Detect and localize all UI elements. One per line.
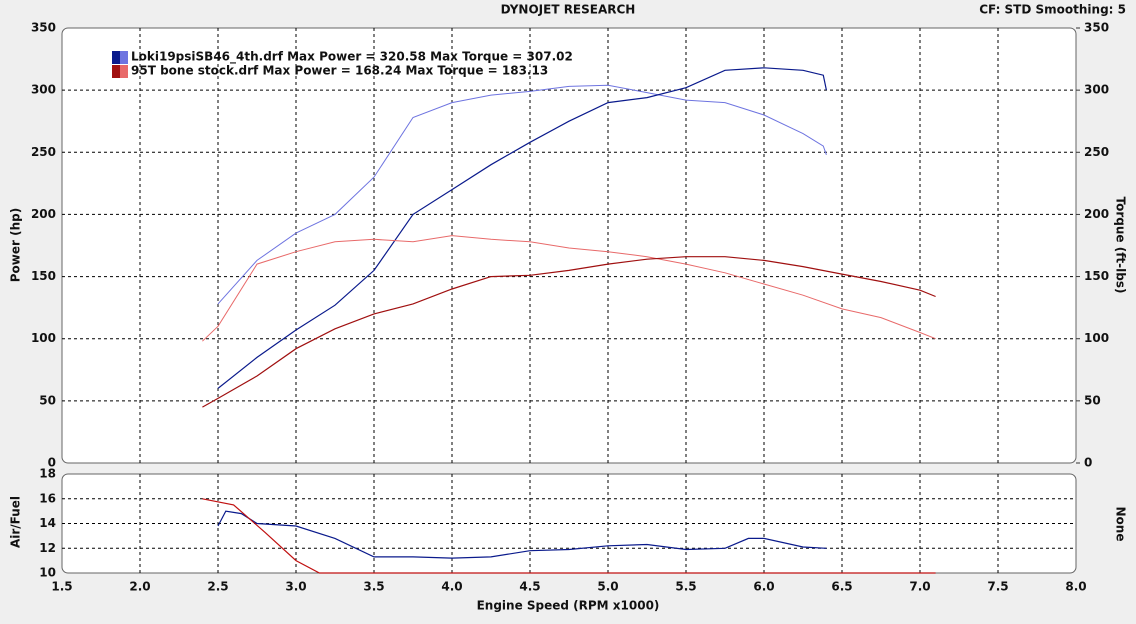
legend-label: 95T bone stock.drf Max Power = 168.24 Ma… bbox=[131, 64, 548, 78]
y-tick-label: 100 bbox=[31, 331, 56, 345]
y2-tick-label: 200 bbox=[1084, 207, 1109, 221]
x-tick-label: 7.0 bbox=[909, 580, 930, 594]
y-tick-label: 50 bbox=[39, 393, 56, 407]
legend-swatch bbox=[112, 51, 120, 64]
x-tick-label: 2.5 bbox=[207, 580, 228, 594]
afr-axis-label: Air/Fuel bbox=[9, 496, 23, 548]
line bbox=[217, 67, 827, 389]
x-tick-label: 8.0 bbox=[1065, 580, 1086, 594]
line bbox=[217, 84, 827, 305]
y-tick-label: 150 bbox=[31, 269, 56, 283]
y-axis-label: Power (hp) bbox=[9, 208, 23, 282]
y-tick-label: 14 bbox=[39, 516, 56, 530]
y2-axis-label: Torque (ft-lbs) bbox=[1114, 197, 1128, 294]
x-tick-label: 2.0 bbox=[129, 580, 150, 594]
power-panel bbox=[61, 27, 1077, 464]
y-tick-label: 250 bbox=[31, 145, 56, 159]
y-tick-label: 0 bbox=[48, 456, 56, 470]
subtitle: CF: STD Smoothing: 5 bbox=[979, 3, 1126, 17]
legend-swatch bbox=[120, 65, 128, 78]
x-tick-label: 6.0 bbox=[753, 580, 774, 594]
y-tick-label: 10 bbox=[39, 566, 56, 580]
x-tick-label: 4.5 bbox=[519, 580, 540, 594]
line bbox=[202, 256, 936, 408]
y-tick-label: 18 bbox=[39, 467, 56, 481]
y2-tick-label: 100 bbox=[1084, 331, 1109, 345]
y-tick-label: 200 bbox=[31, 207, 56, 221]
legend-label: Loki19psiSB46_4th.drf Max Power = 320.58… bbox=[131, 50, 573, 65]
legend-swatch bbox=[120, 51, 128, 64]
chart-title: DYNOJET RESEARCH bbox=[501, 3, 636, 17]
line bbox=[202, 235, 936, 342]
x-axis-label: Engine Speed (RPM x1000) bbox=[477, 599, 660, 613]
y-tick-label: 300 bbox=[31, 83, 56, 97]
x-tick-label: 7.5 bbox=[987, 580, 1008, 594]
x-tick-label: 4.0 bbox=[441, 580, 462, 594]
x-tick-label: 3.0 bbox=[285, 580, 306, 594]
y-tick-label: 350 bbox=[31, 21, 56, 35]
afr-y2-label: None bbox=[1114, 507, 1128, 542]
line bbox=[217, 510, 827, 559]
y2-tick-label: 50 bbox=[1084, 393, 1101, 407]
x-tick-label: 5.5 bbox=[675, 580, 696, 594]
y2-tick-label: 150 bbox=[1084, 269, 1109, 283]
x-tick-label: 3.5 bbox=[363, 580, 384, 594]
y2-tick-label: 300 bbox=[1084, 83, 1109, 97]
y-tick-label: 16 bbox=[39, 491, 56, 505]
y2-tick-label: 0 bbox=[1084, 456, 1092, 470]
y-tick-label: 12 bbox=[39, 541, 56, 555]
x-tick-label: 1.5 bbox=[51, 580, 72, 594]
legend-swatch bbox=[112, 65, 120, 78]
y2-tick-label: 350 bbox=[1084, 21, 1109, 35]
y2-tick-label: 250 bbox=[1084, 145, 1109, 159]
x-tick-label: 6.5 bbox=[831, 580, 852, 594]
x-tick-label: 5.0 bbox=[597, 580, 618, 594]
line bbox=[202, 498, 936, 574]
